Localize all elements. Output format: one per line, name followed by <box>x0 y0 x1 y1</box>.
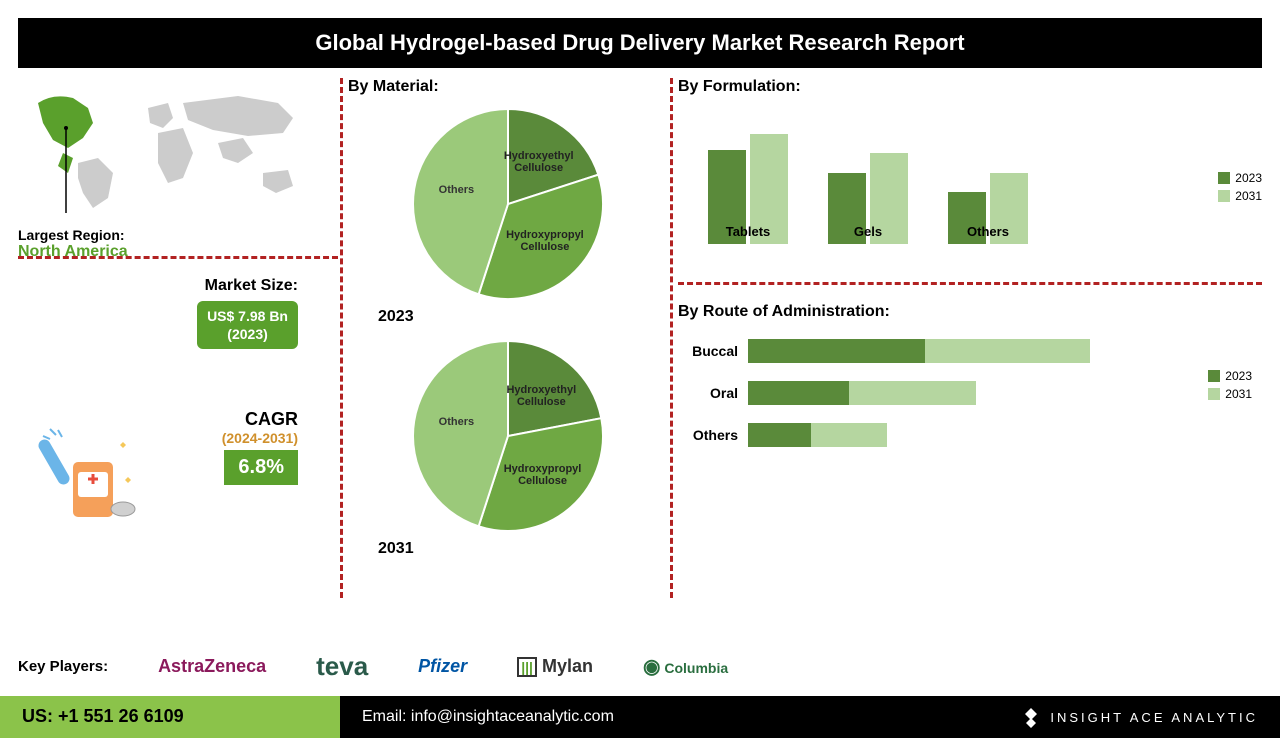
hbar-row: Others <box>678 423 1262 447</box>
email-bar: Email: info@insightaceanalytic.com INSIG… <box>340 696 1280 738</box>
legend-2023: 2023 <box>1235 171 1262 185</box>
divider-horizontal <box>678 282 1262 285</box>
formulation-legend: 2023 2031 <box>1218 171 1262 207</box>
formulation-title: By Formulation: <box>678 78 1262 96</box>
logo-columbia: ◉ Columbia <box>643 654 728 679</box>
pie-year-2031: 2031 <box>378 540 414 558</box>
hbar-2031 <box>849 381 976 405</box>
divider-vertical <box>340 78 343 598</box>
bar-category-label: Others <box>948 224 1028 239</box>
route-hbar-chart: Buccal Oral Others 2023 2031 <box>678 329 1262 475</box>
bar-group: Gels <box>828 153 908 244</box>
formulation-bar-chart: Tablets Gels Others 2023 2031 <box>678 104 1262 274</box>
hbar-row: Oral <box>678 381 1262 405</box>
cagr-value: 6.8% <box>224 450 298 485</box>
pie-chart-2023: Hydroxyethyl Cellulose Hydroxypropyl Cell… <box>408 104 608 304</box>
region-name: North America <box>18 243 338 261</box>
pie-slice-label: Hydroxyethyl Cellulose <box>499 150 579 174</box>
legend-2023: 2023 <box>1225 369 1252 383</box>
hbar-2031 <box>811 423 887 447</box>
brand-icon <box>1022 706 1040 728</box>
market-size-panel: Market Size: US$ 7.98 Bn (2023) CAGR (20… <box>18 267 338 547</box>
logo-mylan: ||| Mylan <box>517 656 593 677</box>
bar-category-label: Gels <box>828 224 908 239</box>
pie-chart-2031: Hydroxyethyl Cellulose Hydroxypropyl Cell… <box>408 336 608 536</box>
pie-slice-label: Others <box>416 184 496 196</box>
route-title: By Route of Administration: <box>678 303 1262 321</box>
route-legend: 2023 2031 <box>1208 369 1252 405</box>
hbar-row: Buccal <box>678 339 1262 363</box>
pie-2023-wrap: Hydroxyethyl Cellulose Hydroxypropyl Cell… <box>348 104 668 326</box>
world-map <box>18 78 318 218</box>
hbar-bars <box>748 423 887 447</box>
pie-2031-wrap: Hydroxyethyl Cellulose Hydroxypropyl Cell… <box>348 336 668 558</box>
legend-2031: 2031 <box>1225 387 1252 401</box>
key-players-row: Key Players: AstraZeneca teva Pfizer |||… <box>0 636 1280 696</box>
bar-category-label: Tablets <box>708 224 788 239</box>
hbar-bars <box>748 339 1090 363</box>
region-label: Largest Region: <box>18 227 338 243</box>
hbar-label: Oral <box>678 385 748 401</box>
bar-group: Tablets <box>708 134 788 245</box>
report-title: Global Hydrogel-based Drug Delivery Mark… <box>18 18 1262 68</box>
middle-column: By Material: Hydroxyethyl CelluloseHydro… <box>348 78 668 613</box>
pie-slice-label: Others <box>416 416 496 428</box>
region-panel: Largest Region: North America <box>18 78 338 248</box>
footer: Key Players: AstraZeneca teva Pfizer |||… <box>0 636 1280 738</box>
logo-pfizer: Pfizer <box>418 656 467 677</box>
left-column: Largest Region: North America Market Siz… <box>18 78 338 613</box>
contact-bar: US: +1 551 26 6109 Email: info@insightac… <box>0 696 1280 738</box>
bar-group: Others <box>948 173 1028 245</box>
email-text: Email: info@insightaceanalytic.com <box>362 708 614 726</box>
main-grid: Largest Region: North America Market Siz… <box>0 68 1280 623</box>
hbar-2031 <box>925 339 1090 363</box>
hbar-bars <box>748 381 976 405</box>
pie-slice-label: Hydroxyethyl Cellulose <box>501 384 581 408</box>
hbar-2023 <box>748 339 925 363</box>
hbar-2023 <box>748 381 849 405</box>
market-size-title: Market Size: <box>18 277 338 295</box>
material-title: By Material: <box>348 78 668 96</box>
logo-astrazeneca: AstraZeneca <box>158 656 266 677</box>
pie-year-2023: 2023 <box>378 308 414 326</box>
logo-teva: teva <box>316 651 368 682</box>
divider-vertical <box>670 78 673 598</box>
right-column: By Formulation: Tablets Gels Others 2023… <box>678 78 1262 613</box>
brand-name: INSIGHT ACE ANALYTIC <box>1022 706 1258 728</box>
legend-2031: 2031 <box>1235 189 1262 203</box>
market-size-chip: US$ 7.98 Bn (2023) <box>197 301 298 349</box>
hbar-label: Buccal <box>678 343 748 359</box>
hbar-2023 <box>748 423 811 447</box>
hbar-label: Others <box>678 427 748 443</box>
phone-number: US: +1 551 26 6109 <box>0 696 340 738</box>
pie-slice-label: Hydroxypropyl Cellulose <box>505 229 585 253</box>
medicine-icon <box>28 427 148 527</box>
key-players-label: Key Players: <box>18 658 108 675</box>
pie-slice-label: Hydroxypropyl Cellulose <box>503 463 583 487</box>
